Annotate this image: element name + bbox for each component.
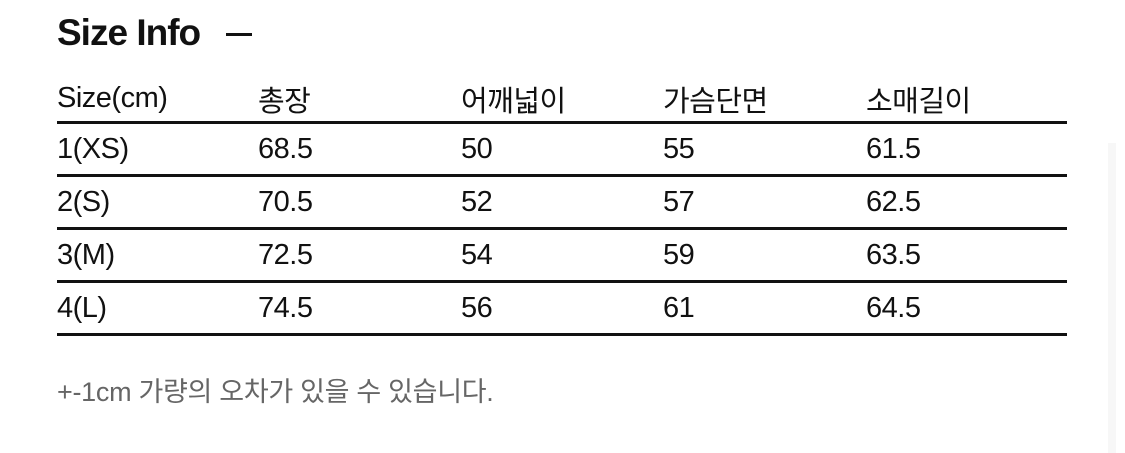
table-cell: 3(M) xyxy=(57,238,115,271)
column-header: 소매길이 xyxy=(866,85,971,118)
table-cell: 57 xyxy=(663,185,695,218)
table-cell: 54 xyxy=(461,238,493,271)
table-cell: 52 xyxy=(461,185,493,218)
table-cell: 61 xyxy=(663,291,695,324)
size-info-header: Size Info xyxy=(57,12,253,54)
table-cell: 61.5 xyxy=(866,132,921,165)
column-header: 어깨넓이 xyxy=(461,85,566,118)
column-header: 총장 xyxy=(258,85,311,118)
table-cell: 70.5 xyxy=(258,185,313,218)
table-cell: 68.5 xyxy=(258,132,313,165)
table-cell: 2(S) xyxy=(57,185,110,218)
table-header-row: Size(cm) 총장 어깨넓이 가슴단면 소매길이 xyxy=(57,76,1067,124)
table-cell: 63.5 xyxy=(866,238,921,271)
table-row: 1(XS) 68.5 50 55 61.5 xyxy=(57,124,1067,177)
section-title: Size Info xyxy=(57,12,201,53)
table-cell: 59 xyxy=(663,238,695,271)
column-header: Size(cm) xyxy=(57,82,168,114)
table-cell: 50 xyxy=(461,132,493,165)
size-table: Size(cm) 총장 어깨넓이 가슴단면 소매길이 1(XS) 68.5 50… xyxy=(57,76,1067,336)
table-cell: 74.5 xyxy=(258,291,313,324)
scrollbar[interactable] xyxy=(1108,143,1116,453)
table-row: 4(L) 74.5 56 61 64.5 xyxy=(57,283,1067,336)
minus-icon[interactable] xyxy=(226,32,253,36)
table-cell: 64.5 xyxy=(866,291,921,324)
table-cell: 4(L) xyxy=(57,291,107,324)
table-row: 3(M) 72.5 54 59 63.5 xyxy=(57,230,1067,283)
table-row: 2(S) 70.5 52 57 62.5 xyxy=(57,177,1067,230)
table-cell: 72.5 xyxy=(258,238,313,271)
table-cell: 1(XS) xyxy=(57,132,129,165)
tolerance-note: +-1cm 가량의 오차가 있을 수 있습니다. xyxy=(57,377,494,407)
table-cell: 62.5 xyxy=(866,185,921,218)
table-cell: 56 xyxy=(461,291,493,324)
column-header: 가슴단면 xyxy=(663,85,768,118)
table-cell: 55 xyxy=(663,132,695,165)
